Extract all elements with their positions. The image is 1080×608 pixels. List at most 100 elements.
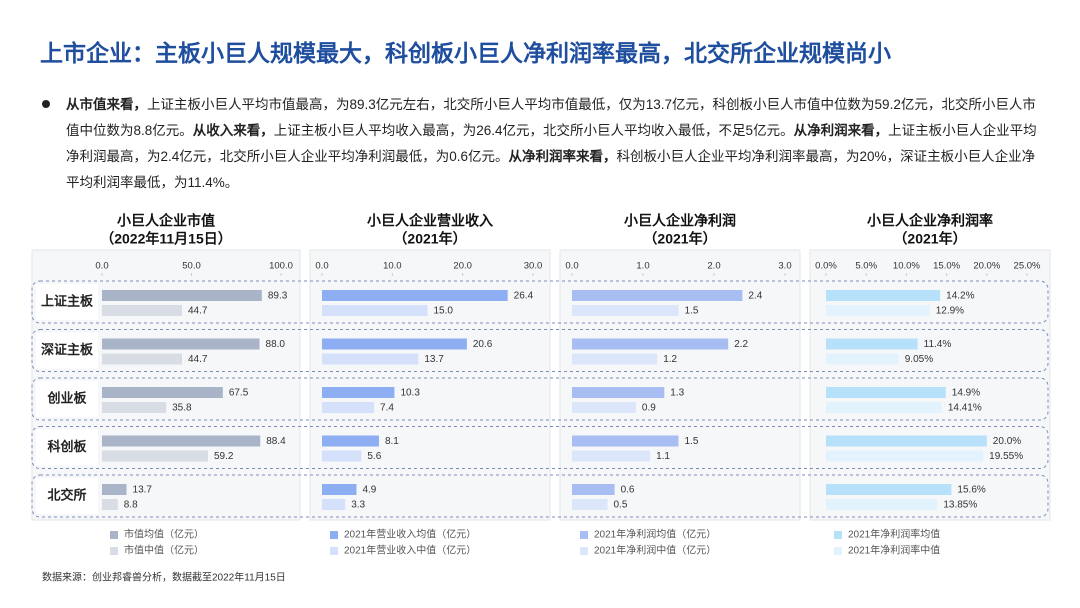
value-label: 13.7 [133, 485, 153, 496]
value-label: 14.41% [948, 403, 982, 414]
bullet-run: 从净利润率来看， [508, 149, 617, 164]
x-tick-label: 15.0% [933, 261, 960, 272]
bar [102, 387, 223, 398]
value-label: 0.9 [642, 403, 656, 414]
bar [322, 450, 362, 462]
x-tick-label: 1.0 [636, 261, 649, 272]
legend-label: 2021年营业收入均值（亿元） [344, 528, 476, 541]
bar [826, 305, 930, 316]
bullet-run: 从净利润来看， [793, 123, 889, 138]
value-label: 13.7 [424, 354, 444, 365]
legend-swatch [834, 547, 842, 555]
x-tick-label: 5.0% [855, 261, 877, 272]
bar [826, 353, 899, 365]
bullet-run: 上证主板小巨人企业平均净利润最高，为2.4亿元，北交所小巨人企业平均净利润最低，… [66, 123, 1037, 164]
chart-title: 小巨人企业净利润率 [867, 213, 993, 229]
value-label: 15.6% [957, 485, 985, 496]
bullet-run: 科创板小巨人企业平均净利润率最高，为20%，深证主板小巨人企业净平均利润率最低，… [66, 149, 1036, 190]
legend-label: 2021年营业收入中值（亿元） [344, 544, 476, 557]
bar [102, 338, 260, 350]
value-label: 88.0 [266, 339, 286, 350]
legend-swatch [580, 531, 588, 539]
value-label: 11.4% [924, 339, 952, 350]
value-label: 9.05% [905, 354, 933, 365]
value-label: 1.1 [656, 451, 670, 462]
bar [102, 305, 183, 316]
bar [102, 290, 262, 301]
value-label: 44.7 [188, 306, 208, 317]
legend-swatch [110, 547, 118, 555]
value-label: 1.2 [663, 354, 677, 365]
x-tick-label: 10.0 [383, 261, 402, 272]
bullet-run: 从市值来看， [66, 97, 147, 112]
bar [826, 338, 918, 350]
value-label: 12.9% [936, 306, 964, 317]
category-box [36, 332, 98, 369]
bar [826, 450, 984, 462]
category-label: 科创板 [47, 439, 87, 454]
bullet-run: 上证主板小巨人平均市值最高，为89.3亿元左右，北交所小巨人平均市值最低，仅为1… [66, 97, 1036, 138]
chart-subtitle: （2021年） [643, 231, 716, 247]
bar [322, 387, 395, 398]
bar [826, 402, 942, 413]
bar [572, 338, 729, 350]
category-box [36, 381, 98, 417]
value-label: 67.5 [229, 388, 249, 399]
bar [322, 305, 428, 316]
legend-label: 2021年净利润率均值 [848, 528, 940, 541]
bar [102, 353, 183, 365]
value-label: 88.4 [266, 436, 286, 447]
value-label: 7.4 [380, 403, 394, 414]
bar [826, 290, 941, 301]
value-label: 1.5 [685, 436, 699, 447]
row-frame [31, 474, 1049, 518]
bar [572, 499, 608, 510]
chart-subtitle: （2021年） [393, 231, 466, 247]
value-label: 2.4 [748, 291, 762, 302]
value-label: 26.4 [514, 291, 534, 302]
x-tick-label: 0.0 [565, 261, 578, 272]
bar [322, 338, 467, 350]
bar [322, 353, 419, 365]
value-label: 89.3 [268, 291, 288, 302]
value-label: 5.6 [367, 451, 381, 462]
value-label: 0.6 [621, 485, 635, 496]
row-frame [31, 280, 1049, 324]
source-note: 数据来源：创业邦睿兽分析，数据截至2022年11月15日 [42, 571, 286, 584]
x-tick-label: 30.0 [524, 261, 543, 272]
row-frame [31, 329, 1049, 372]
value-label: 20.6 [473, 339, 493, 350]
chart-title: 小巨人企业市值 [117, 213, 215, 229]
category-box [36, 429, 98, 466]
bar [102, 435, 261, 447]
bar [572, 402, 636, 413]
bar [102, 402, 167, 413]
bar [572, 450, 651, 462]
value-label: 15.0 [434, 306, 454, 317]
x-tick-label: 100.0 [269, 261, 293, 272]
bar [572, 305, 679, 316]
legend-swatch [834, 531, 842, 539]
bar [826, 387, 946, 398]
x-tick-label: 20.0 [453, 261, 472, 272]
x-tick-label: 0.0 [95, 261, 108, 272]
value-label: 10.3 [400, 388, 420, 399]
bar [322, 402, 375, 413]
value-label: 4.9 [362, 485, 376, 496]
bar [102, 450, 208, 462]
x-tick-label: 0.0 [315, 261, 328, 272]
legend-label: 市值均值（亿元） [124, 528, 204, 541]
x-tick-label: 20.0% [973, 261, 1000, 272]
value-label: 14.9% [952, 388, 980, 399]
x-tick-label: 25.0% [1014, 261, 1041, 272]
category-box [36, 478, 98, 514]
value-label: 2.2 [734, 339, 748, 350]
category-label: 深证主板 [41, 342, 94, 357]
bar [826, 484, 952, 495]
value-label: 8.8 [124, 500, 138, 511]
category-label: 创业板 [46, 390, 87, 405]
legend-label: 2021年净利润均值（亿元） [594, 528, 716, 541]
bar [102, 499, 118, 510]
